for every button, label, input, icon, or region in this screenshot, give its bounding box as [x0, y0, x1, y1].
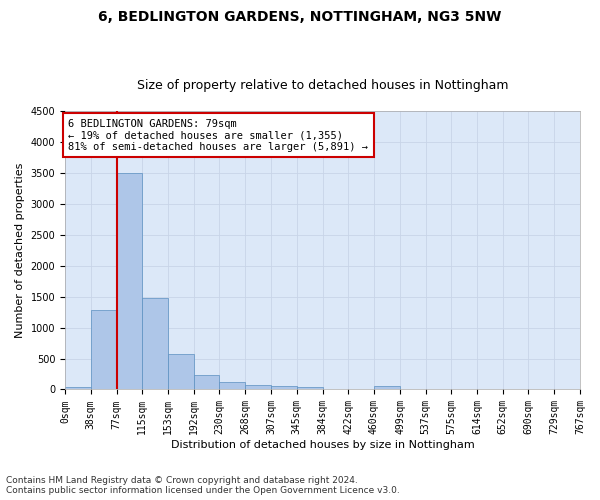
Bar [220, 382, 245, 390]
Bar [245, 384, 271, 390]
Bar [117, 173, 142, 390]
Bar [374, 386, 400, 390]
Bar [91, 310, 117, 390]
Text: 6, BEDLINGTON GARDENS, NOTTINGHAM, NG3 5NW: 6, BEDLINGTON GARDENS, NOTTINGHAM, NG3 5… [98, 10, 502, 24]
Text: 6 BEDLINGTON GARDENS: 79sqm
← 19% of detached houses are smaller (1,355)
81% of : 6 BEDLINGTON GARDENS: 79sqm ← 19% of det… [68, 118, 368, 152]
Bar [65, 387, 91, 390]
Bar [194, 374, 220, 390]
Y-axis label: Number of detached properties: Number of detached properties [15, 162, 25, 338]
Bar [168, 354, 194, 390]
Bar [271, 386, 296, 390]
Bar [142, 298, 168, 390]
Title: Size of property relative to detached houses in Nottingham: Size of property relative to detached ho… [137, 79, 508, 92]
Bar [296, 387, 323, 390]
Text: Contains HM Land Registry data © Crown copyright and database right 2024.
Contai: Contains HM Land Registry data © Crown c… [6, 476, 400, 495]
X-axis label: Distribution of detached houses by size in Nottingham: Distribution of detached houses by size … [170, 440, 475, 450]
